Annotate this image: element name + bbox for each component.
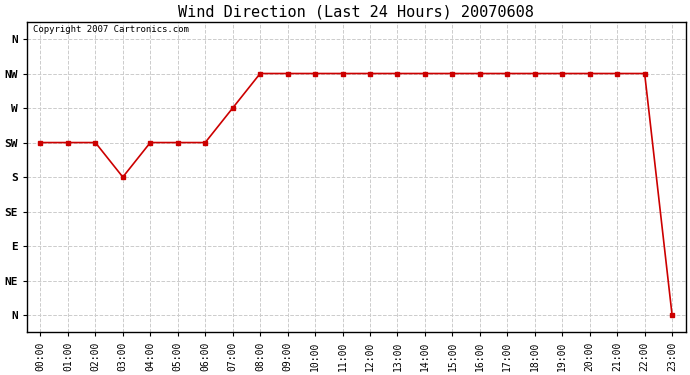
Title: Wind Direction (Last 24 Hours) 20070608: Wind Direction (Last 24 Hours) 20070608 [178, 4, 534, 19]
Text: Copyright 2007 Cartronics.com: Copyright 2007 Cartronics.com [33, 25, 189, 34]
